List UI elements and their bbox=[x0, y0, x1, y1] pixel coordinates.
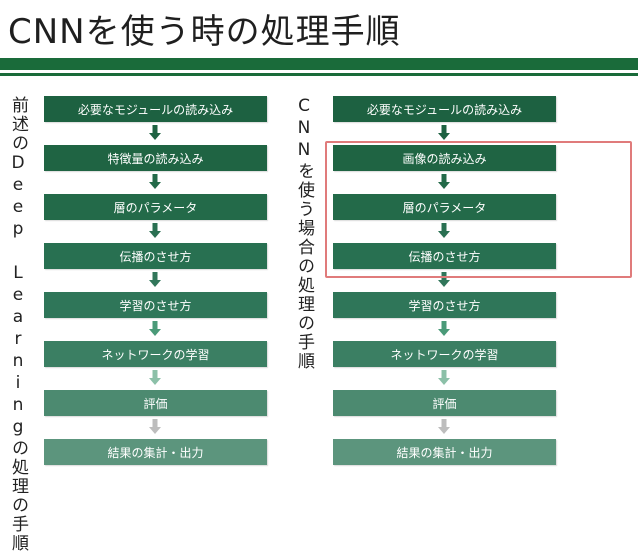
left-arrow-1 bbox=[149, 125, 161, 141]
right-step-7: 評価 bbox=[333, 390, 556, 416]
title-underline-thick bbox=[0, 58, 638, 70]
left-arrow-4 bbox=[149, 272, 161, 288]
right-step-6: ネットワークの学習 bbox=[333, 341, 556, 367]
right-step-1: 必要なモジュールの読み込み bbox=[333, 96, 556, 122]
right-arrow-7 bbox=[438, 419, 450, 435]
left-column-label: 前述のDeep Learningの処理の手順 bbox=[8, 96, 28, 553]
right-step-5: 学習のさせ方 bbox=[333, 292, 556, 318]
left-step-8: 結果の集計・出力 bbox=[44, 439, 267, 465]
left-step-6: ネットワークの学習 bbox=[44, 341, 267, 367]
right-arrow-3 bbox=[438, 223, 450, 239]
left-arrow-3 bbox=[149, 223, 161, 239]
right-step-3: 層のパラメータ bbox=[333, 194, 556, 220]
left-step-2: 特徴量の読み込み bbox=[44, 145, 267, 171]
right-column-label: CNNを使う場合の処理の手順 bbox=[294, 96, 314, 371]
right-arrow-5 bbox=[438, 321, 450, 337]
left-step-3: 層のパラメータ bbox=[44, 194, 267, 220]
left-step-5: 学習のさせ方 bbox=[44, 292, 267, 318]
left-arrow-7 bbox=[149, 419, 161, 435]
left-arrow-6 bbox=[149, 370, 161, 386]
right-arrow-6 bbox=[438, 370, 450, 386]
left-step-4: 伝播のさせ方 bbox=[44, 243, 267, 269]
right-step-2: 画像の読み込み bbox=[333, 145, 556, 171]
left-step-1: 必要なモジュールの読み込み bbox=[44, 96, 267, 122]
right-arrow-2 bbox=[438, 174, 450, 190]
left-arrow-2 bbox=[149, 174, 161, 190]
right-step-4: 伝播のさせ方 bbox=[333, 243, 556, 269]
left-arrow-5 bbox=[149, 321, 161, 337]
left-step-7: 評価 bbox=[44, 390, 267, 416]
page-title: CNNを使う時の処理手順 bbox=[8, 12, 401, 52]
right-step-8: 結果の集計・出力 bbox=[333, 439, 556, 465]
changed-steps-highlight bbox=[325, 141, 632, 278]
title-underline-thin bbox=[0, 73, 638, 76]
right-arrow-1 bbox=[438, 125, 450, 141]
